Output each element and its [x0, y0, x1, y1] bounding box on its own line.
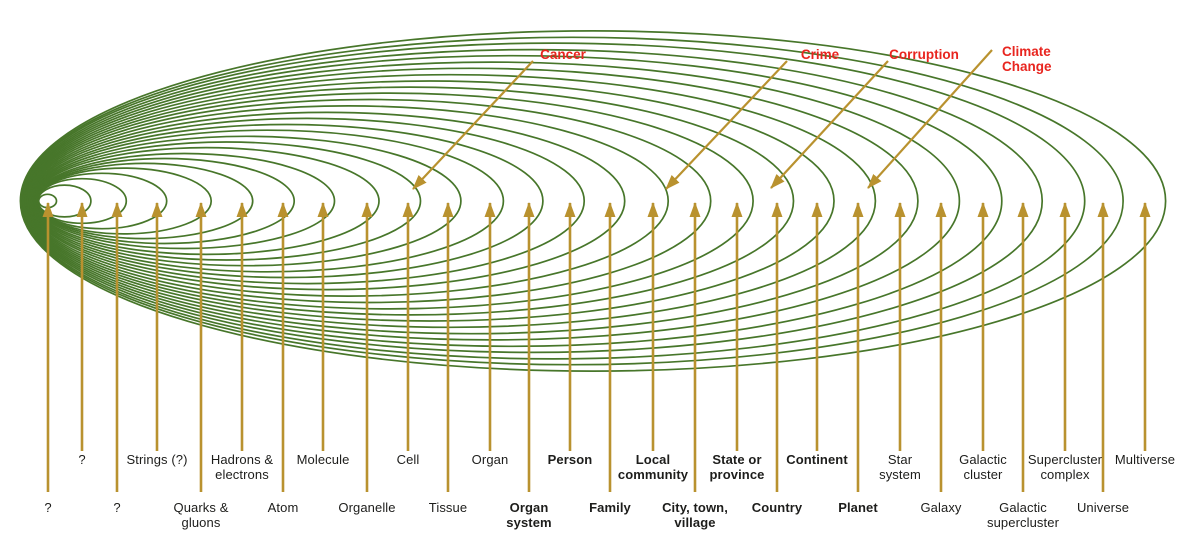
scale-ellipse-quarks-gluons [35, 167, 213, 235]
scale-label-organ-system: Organ system [506, 500, 552, 530]
scale-ellipse-organ-system [29, 123, 544, 279]
problem-label-climate-change: Climate Change [1002, 44, 1052, 74]
scale-ellipse-country [25, 86, 795, 316]
scale-label-supercluster-complex: Supercluster complex [1027, 452, 1103, 482]
scale-label-city-town-village: City, town, village [662, 500, 728, 530]
scale-label-local-community: Local community [617, 452, 689, 482]
nested-scale-ellipses [19, 30, 1167, 372]
scale-ellipse-person [29, 117, 586, 285]
scale-label-person: Person [547, 452, 593, 467]
scale-ellipse-molecule [33, 152, 336, 250]
scale-label-universe: Universe [1076, 500, 1130, 515]
problem-arrow-cancer [412, 60, 534, 190]
problem-label-cancer: Cancer [540, 47, 586, 62]
scale-label-hadrons-electrons: Hadrons & electrons [210, 452, 274, 482]
scale-label-strings: Strings (?) [126, 452, 188, 467]
scale-label-molecule: Molecule [296, 452, 350, 467]
scale-label-organelle: Organelle [338, 500, 396, 515]
problem-arrow-crime [665, 60, 788, 190]
scale-label-family: Family [589, 500, 631, 515]
scale-label-unknown-2: ? [113, 500, 121, 515]
scale-ellipse-multiverse [19, 30, 1167, 372]
scale-ellipse-organelle [32, 146, 380, 256]
scale-ellipse-family [28, 111, 626, 291]
scale-ellipse-hadrons-electrons [34, 162, 254, 240]
scale-label-atom: Atom [267, 500, 299, 515]
scale-pointer-arrows [42, 202, 1151, 492]
scale-ellipse-continent [24, 80, 835, 322]
scale-label-star-system: Star system [879, 452, 921, 482]
problem-arrow-climate-change [867, 49, 993, 189]
scale-label-multiverse: Multiverse [1114, 452, 1176, 467]
scale-label-continent: Continent [786, 452, 848, 467]
scale-label-cell: Cell [396, 452, 420, 467]
scale-ellipse-state-or-province [26, 92, 754, 310]
problem-arrow-corruption [770, 60, 889, 189]
problem-pointer-arrows [412, 49, 993, 190]
scale-label-unknown-1: ? [78, 452, 86, 467]
scale-ellipse-city-town-village [27, 98, 712, 304]
scale-label-organ: Organ [471, 452, 509, 467]
problem-label-corruption: Corruption [889, 47, 959, 62]
scale-label-unknown-0: ? [44, 500, 52, 515]
scale-ellipse-planet [24, 73, 877, 329]
scale-ellipse-star-system [23, 67, 919, 335]
scale-label-galactic-cluster: Galactic cluster [959, 452, 1007, 482]
scale-label-quarks-gluons: Quarks & gluons [173, 500, 229, 530]
scale-label-galactic-supercluster: Galactic supercluster [986, 500, 1060, 530]
scale-label-country: Country [751, 500, 803, 515]
scale-label-galaxy: Galaxy [920, 500, 962, 515]
scale-ellipse-tissue [31, 135, 462, 267]
scale-label-planet: Planet [838, 500, 878, 515]
problem-label-crime: Crime [800, 47, 840, 62]
scale-label-tissue: Tissue [428, 500, 468, 515]
scale-label-state-or-province: State or province [709, 452, 765, 482]
